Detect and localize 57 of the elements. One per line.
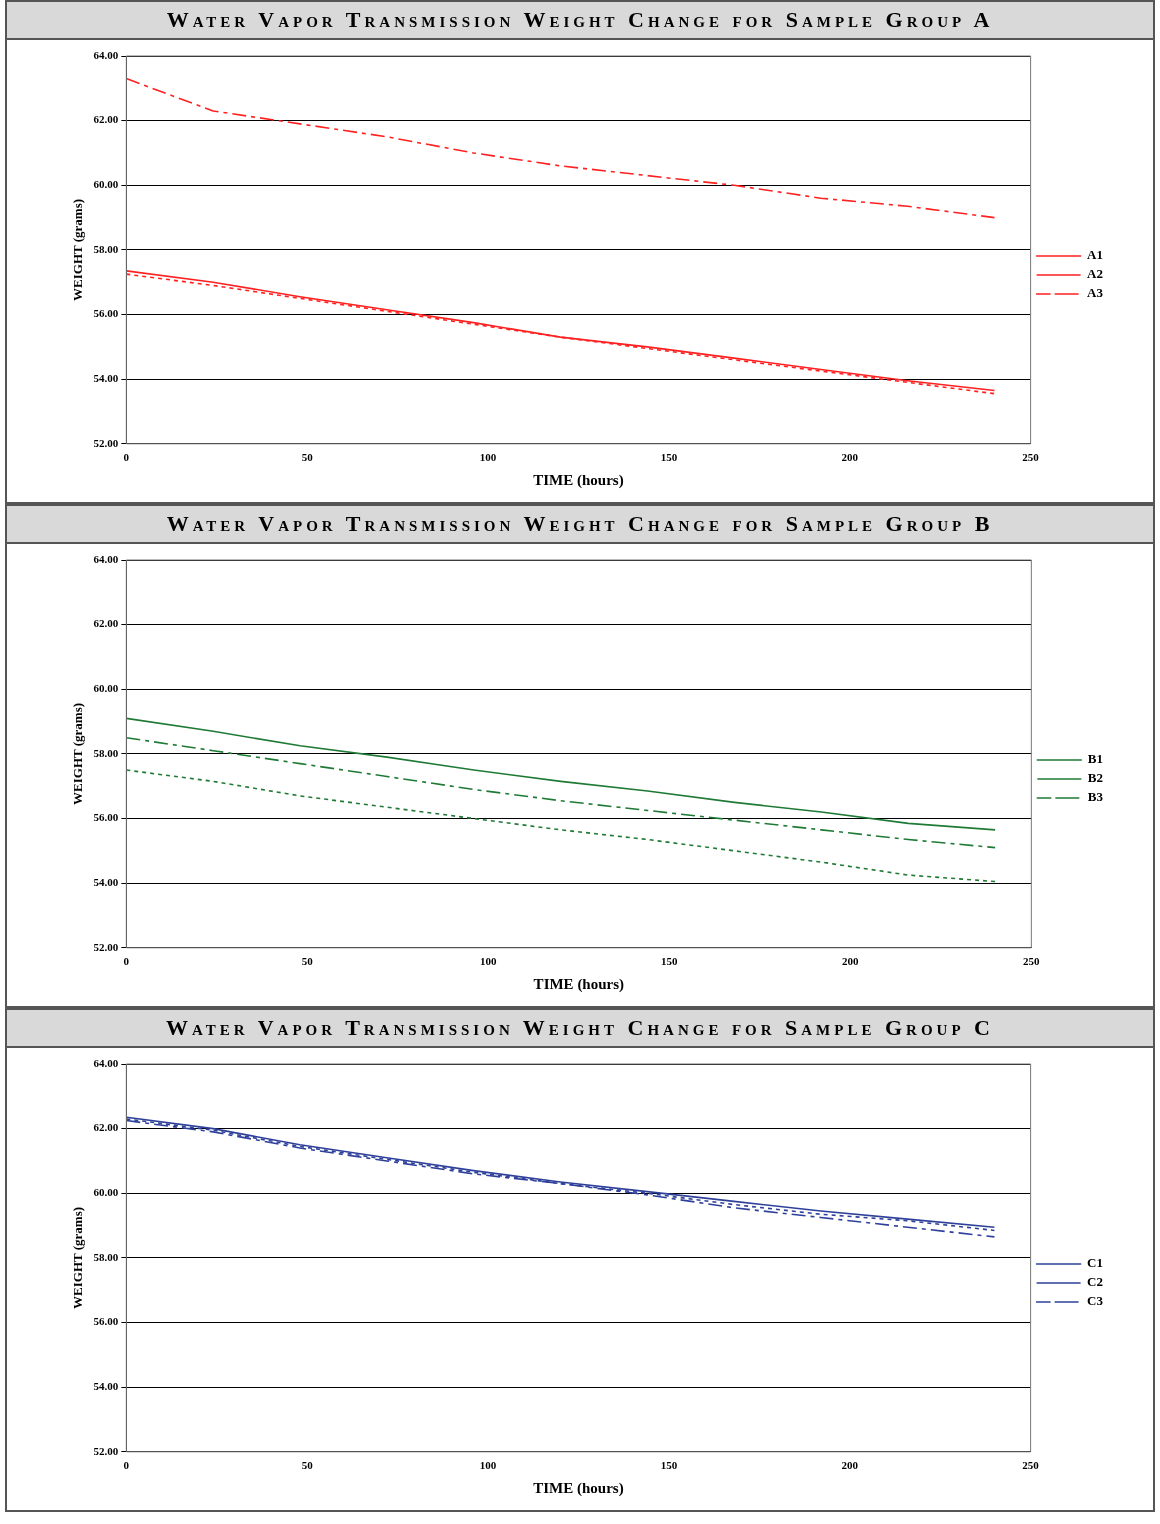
x-axis-title: TIME (hours) (533, 1479, 624, 1497)
y-tick-label: 64.00 (93, 1056, 119, 1069)
y-tick-label: 58.00 (93, 242, 119, 255)
y-axis-title: WEIGHT (grams) (70, 702, 86, 805)
x-axis-title: TIME (hours) (533, 471, 624, 489)
y-tick-label: 62.00 (93, 1121, 119, 1134)
x-tick-label: 50 (301, 451, 314, 464)
y-tick-label: 52.00 (93, 940, 119, 953)
x-tick-label: 200 (841, 451, 859, 464)
y-axis-title: WEIGHT (grams) (70, 1206, 86, 1309)
x-tick-label: 150 (661, 955, 679, 968)
y-tick-label: 58.00 (93, 746, 119, 759)
y-tick-label: 60.00 (93, 178, 119, 191)
x-tick-label: 0 (123, 451, 130, 464)
y-tick-label: 60.00 (93, 1186, 119, 1199)
y-tick-label: 54.00 (93, 372, 119, 385)
x-tick-label: 150 (660, 451, 678, 464)
legend-label: B2 (1087, 770, 1103, 786)
legend-label: A3 (1087, 285, 1104, 301)
y-tick-label: 52.00 (93, 1444, 119, 1457)
x-tick-label: 50 (301, 1459, 314, 1472)
y-tick-label: 56.00 (93, 1315, 119, 1328)
y-tick-label: 56.00 (93, 307, 119, 320)
y-tick-label: 52.00 (93, 436, 119, 449)
x-tick-label: 100 (480, 955, 498, 968)
x-tick-label: 200 (842, 955, 860, 968)
y-tick-label: 60.00 (93, 682, 119, 695)
y-tick-label: 62.00 (93, 617, 119, 630)
x-tick-label: 250 (1023, 955, 1041, 968)
legend-label: A1 (1087, 247, 1103, 263)
legend-label: B3 (1087, 789, 1104, 805)
x-axis-title: TIME (hours) (533, 975, 625, 993)
y-tick-label: 62.00 (93, 113, 119, 126)
chart-title: Water Vapor Transmission Weight Change for Sample Group B (5, 504, 1155, 544)
legend-label: B1 (1087, 751, 1103, 767)
y-axis-title: WEIGHT (grams) (70, 198, 86, 301)
y-tick-label: 54.00 (93, 1380, 119, 1393)
x-tick-label: 50 (301, 955, 314, 968)
y-tick-label: 58.00 (93, 1250, 119, 1263)
chart-title: Water Vapor Transmission Weight Change for Sample Group A (5, 0, 1155, 40)
x-tick-label: 100 (479, 451, 497, 464)
legend-label: A2 (1087, 266, 1103, 282)
x-tick-label: 150 (660, 1459, 678, 1472)
legend-label: C1 (1087, 1255, 1103, 1271)
y-tick-label: 54.00 (93, 876, 119, 889)
chart-title: Water Vapor Transmission Weight Change for Sample Group C (5, 1008, 1155, 1048)
x-tick-label: 250 (1022, 451, 1040, 464)
y-tick-label: 56.00 (93, 811, 119, 824)
x-tick-label: 250 (1022, 1459, 1040, 1472)
x-tick-label: 200 (841, 1459, 859, 1472)
y-tick-label: 64.00 (93, 48, 119, 61)
legend-label: C3 (1087, 1293, 1104, 1309)
x-tick-label: 0 (123, 1459, 130, 1472)
legend-label: C2 (1087, 1274, 1103, 1290)
x-tick-label: 100 (479, 1459, 497, 1472)
y-tick-label: 64.00 (93, 552, 119, 565)
x-tick-label: 0 (123, 955, 130, 968)
